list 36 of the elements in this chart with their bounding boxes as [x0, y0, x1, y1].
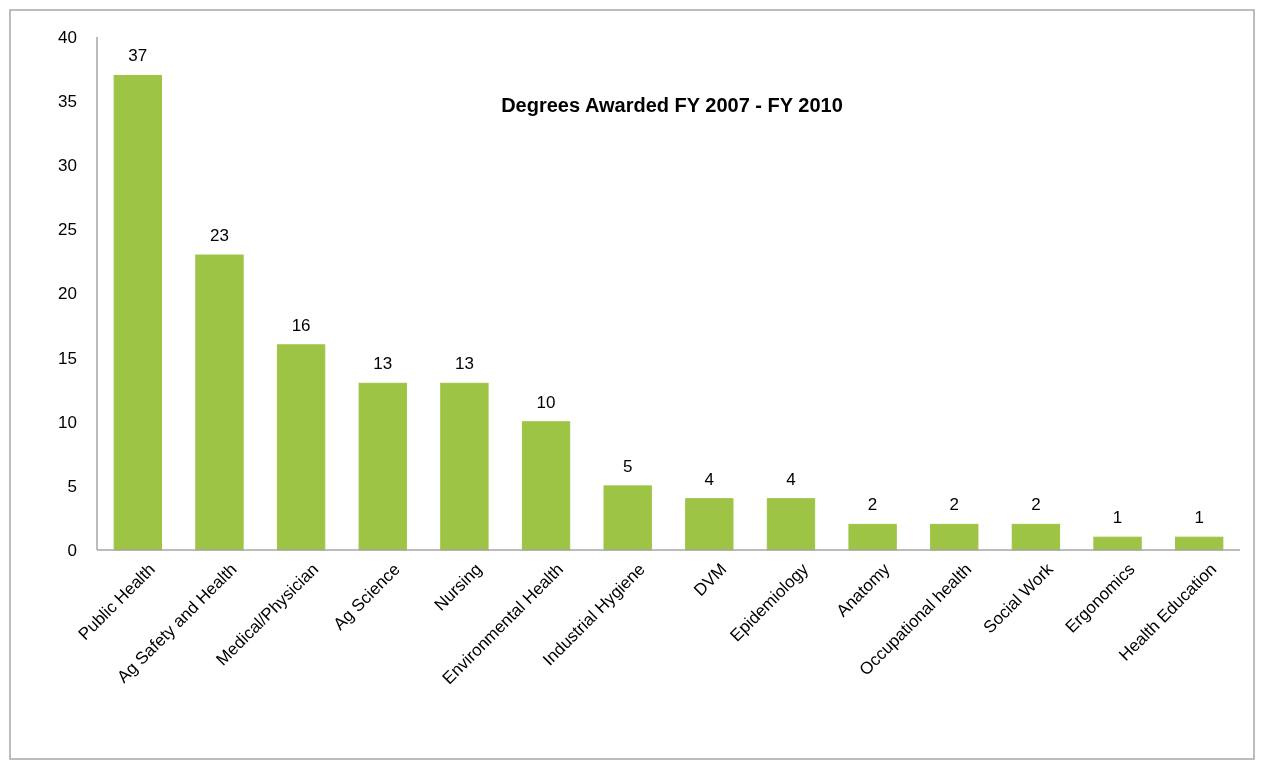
bar: [930, 523, 979, 551]
y-tick-label: 20: [58, 284, 77, 304]
bar: [276, 344, 326, 551]
data-label: 23: [210, 226, 229, 246]
data-label: 1: [1194, 508, 1204, 528]
data-label: 37: [128, 46, 148, 66]
y-tick-label: 15: [58, 348, 77, 368]
data-label: 4: [786, 469, 796, 489]
data-label: 10: [536, 392, 556, 412]
bar: [195, 254, 244, 551]
data-label: 16: [291, 315, 311, 335]
data-label: 4: [704, 469, 715, 489]
y-tick-label: 25: [58, 220, 77, 240]
y-tick-label: 10: [58, 412, 77, 432]
y-tick-label: 30: [58, 156, 77, 176]
bar: [1011, 523, 1061, 551]
y-tick-label: 40: [58, 27, 77, 47]
data-label: 2: [1031, 495, 1041, 515]
bar: [358, 382, 407, 551]
y-tick-label: 0: [67, 540, 77, 560]
bar: [603, 485, 652, 551]
data-label: 13: [373, 354, 393, 374]
data-label: 5: [622, 456, 633, 476]
y-tick-label: 5: [67, 476, 77, 496]
y-tick-label: 35: [58, 92, 77, 112]
data-label: 13: [454, 354, 474, 374]
data-label: 2: [949, 495, 959, 515]
bar: [848, 523, 897, 551]
text: Degrees Awarded FY 2007 - FY 2010: [501, 94, 843, 116]
bar: [440, 382, 489, 551]
bar: [685, 498, 734, 551]
data-label: 2: [867, 495, 878, 515]
data-label: 1: [1112, 508, 1123, 528]
bar: [521, 421, 571, 551]
bar: [113, 74, 162, 551]
bar: [766, 498, 816, 551]
